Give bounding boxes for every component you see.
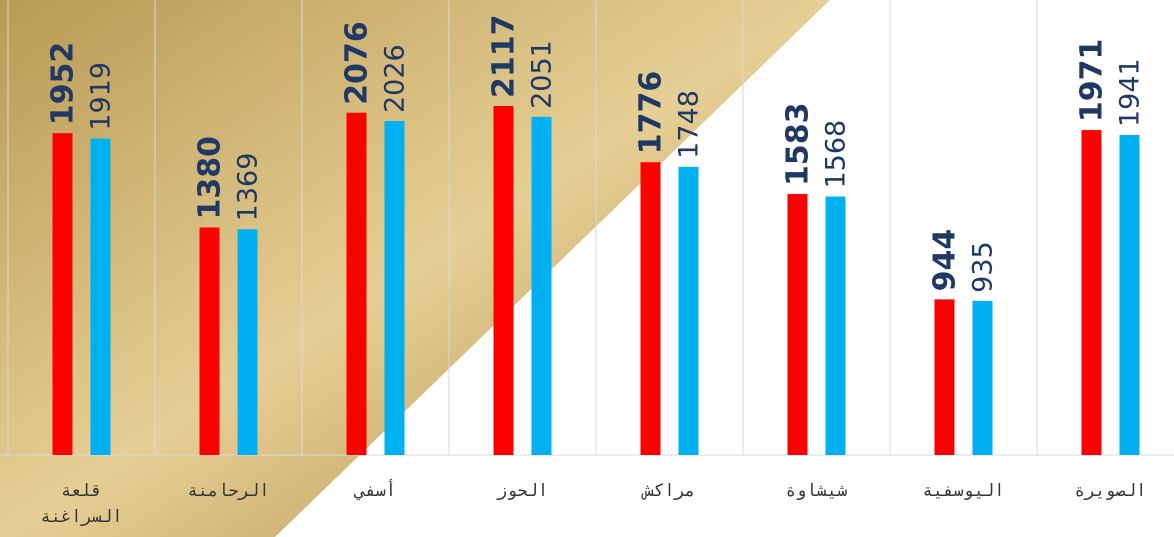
x-tick-label: الحوز — [496, 481, 549, 501]
value-label: 1776 — [634, 71, 669, 155]
value-label: 2117 — [487, 15, 522, 99]
value-label: 944 — [928, 229, 963, 292]
value-label: 1919 — [86, 62, 117, 131]
x-tick-label: قلعة السراغنة — [40, 481, 123, 527]
bar — [1081, 130, 1102, 455]
bar — [90, 138, 111, 455]
value-label: 1748 — [674, 90, 705, 159]
bar — [1119, 135, 1140, 456]
x-tick-label: الرحامنة — [187, 481, 270, 501]
bar — [52, 133, 73, 456]
bar — [678, 166, 699, 456]
value-label: 2026 — [380, 44, 411, 113]
x-tick-label: مراكش — [643, 481, 696, 501]
bar — [787, 194, 808, 455]
value-label: 1941 — [1115, 58, 1146, 127]
x-tick-label: شيشاوة — [785, 481, 848, 501]
bar — [640, 162, 661, 455]
bar — [972, 300, 993, 455]
plot-area: 1952 1380 2076 2117 1776 1583 944 1971 1919 1369 2… — [0, 0, 1174, 456]
value-label: 2051 — [527, 40, 558, 109]
background-decoration — [0, 0, 830, 537]
bar — [825, 196, 846, 455]
bar — [346, 112, 367, 456]
bar — [199, 227, 220, 455]
value-label: 2076 — [340, 21, 375, 105]
value-label: 935 — [968, 241, 999, 293]
bar — [384, 121, 405, 455]
x-tick-label: الصويرة — [1074, 481, 1147, 501]
x-tick-label: أسفي — [355, 481, 396, 501]
value-label: 1583 — [781, 103, 816, 187]
value-label: 1380 — [193, 136, 228, 220]
value-label: 1369 — [233, 153, 264, 222]
bar — [493, 106, 514, 456]
value-label: 1952 — [46, 42, 81, 126]
value-label: 1971 — [1075, 39, 1110, 123]
x-tick-label: اليوسفية — [922, 481, 1005, 501]
value-label: 1568 — [821, 120, 852, 189]
bar — [531, 116, 552, 455]
bar — [237, 229, 258, 455]
bar — [934, 299, 955, 455]
